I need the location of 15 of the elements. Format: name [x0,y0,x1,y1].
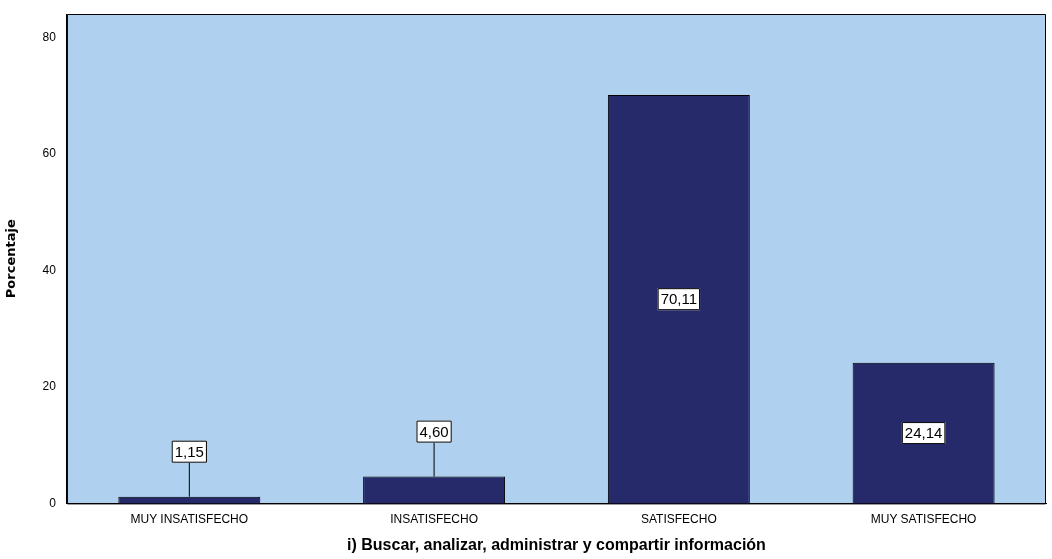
y-tick-label: 80 [42,29,57,44]
y-tick-label: 40 [42,262,57,277]
x-tick-label: SATISFECHO [640,511,717,526]
x-axis-title: i) Buscar, analizar, administrar y compartir información [347,535,766,553]
data-label: 1,15 [174,442,204,460]
y-tick-label: 60 [42,146,57,161]
data-label: 24,14 [904,424,943,442]
y-tick-label: 20 [42,379,57,394]
y-tick-label: 0 [49,495,57,510]
x-tick-label: INSATISFECHO [390,511,478,526]
data-label: 70,11 [660,290,698,308]
x-tick-label: MUY SATISFECHO [870,511,977,526]
x-tick-label: MUY INSATISFECHO [130,511,249,526]
y-axis-title: Porcentaje [3,219,19,299]
data-label: 4,60 [419,422,449,440]
